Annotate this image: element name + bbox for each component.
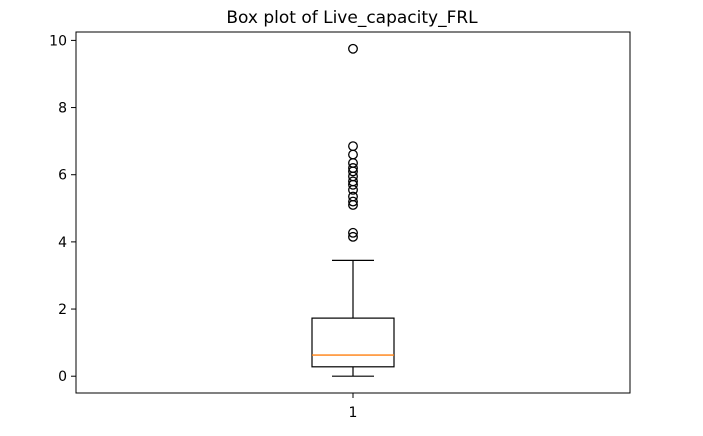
- outlier-point: [348, 227, 358, 238]
- iqr-box: [311, 317, 395, 368]
- y-tick-label: 8: [58, 101, 67, 117]
- y-tick-label: 6: [58, 168, 67, 184]
- chart-title: Box plot of Live_capacity_FRL: [226, 8, 478, 28]
- outlier-point: [348, 176, 358, 187]
- outlier-point: [348, 141, 358, 152]
- y-tick-label: 0: [58, 369, 67, 385]
- outlier-point: [348, 196, 358, 207]
- outlier-point: [348, 191, 358, 202]
- x-tick-label: 1: [349, 405, 358, 421]
- y-tick-label: 4: [58, 235, 67, 251]
- plot-area: 0 2 4 6 8 10 1: [49, 31, 631, 421]
- outlier-point: [348, 231, 358, 242]
- y-tick-label: 10: [49, 33, 67, 49]
- outlier-point: [348, 163, 358, 173]
- y-tick-label: 2: [58, 302, 67, 318]
- outlier-point: [348, 43, 358, 54]
- plot-frame: [75, 31, 631, 394]
